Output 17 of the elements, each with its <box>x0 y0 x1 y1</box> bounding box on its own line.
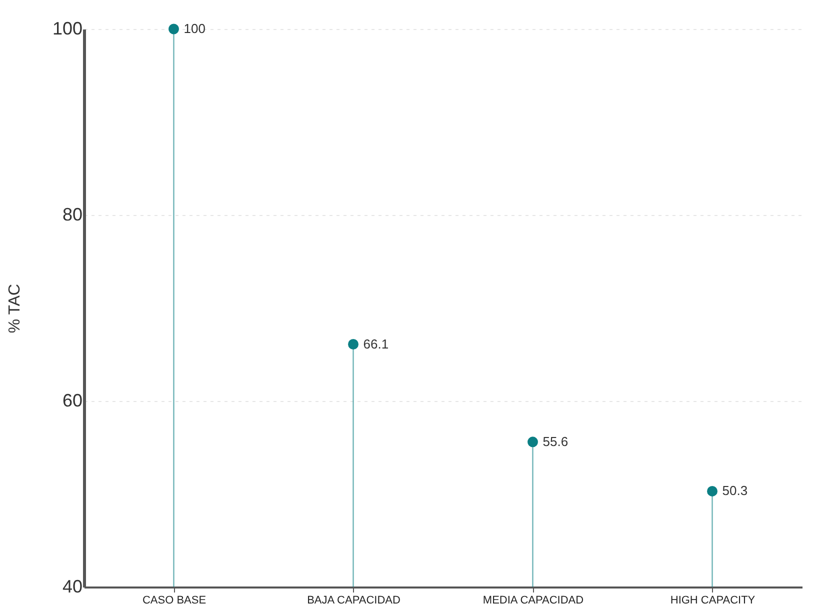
y-tick-label: 40 <box>62 576 82 596</box>
point <box>528 436 538 448</box>
x-tick-label: HIGH CAPACITY <box>670 594 756 606</box>
x-tick-label: CASO BASE <box>142 594 206 606</box>
point <box>168 24 179 34</box>
y-tick-label: 80 <box>62 204 82 224</box>
x-tick-label: BAJA CAPACIDAD <box>307 594 400 606</box>
y-tick-label: 100 <box>52 18 82 38</box>
data-label: 66.1 <box>363 336 389 352</box>
x-tick-label: MEDIA CAPACIDAD <box>482 594 584 606</box>
data-label: 100 <box>184 21 206 36</box>
y-axis-title: % TAC <box>6 284 24 334</box>
point <box>348 339 358 350</box>
y-tick-label: 60 <box>62 390 82 410</box>
point <box>707 486 718 496</box>
data-label: 55.6 <box>542 434 568 449</box>
data-label: 50.3 <box>722 483 748 498</box>
